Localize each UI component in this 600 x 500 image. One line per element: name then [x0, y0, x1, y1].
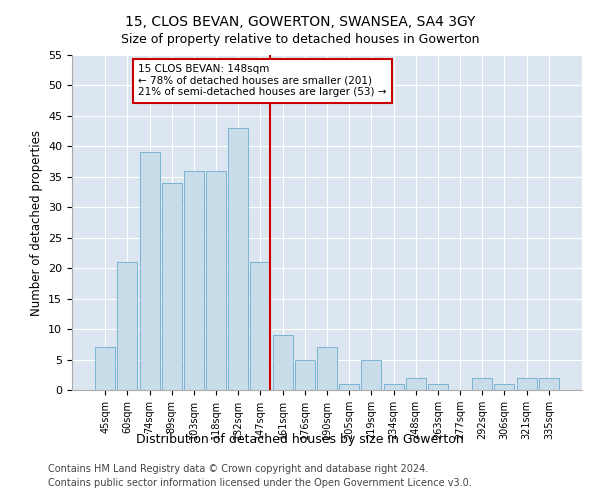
- Text: Contains HM Land Registry data © Crown copyright and database right 2024.: Contains HM Land Registry data © Crown c…: [48, 464, 428, 474]
- Bar: [295, 360, 315, 390]
- Text: Distribution of detached houses by size in Gowerton: Distribution of detached houses by size …: [136, 432, 464, 446]
- Bar: [272, 335, 293, 390]
- Bar: [140, 152, 160, 390]
- Bar: [184, 170, 204, 390]
- Bar: [472, 378, 492, 390]
- Bar: [162, 183, 182, 390]
- Bar: [494, 384, 514, 390]
- Bar: [361, 360, 382, 390]
- Bar: [206, 170, 226, 390]
- Text: Size of property relative to detached houses in Gowerton: Size of property relative to detached ho…: [121, 32, 479, 46]
- Bar: [428, 384, 448, 390]
- Bar: [339, 384, 359, 390]
- Text: 15 CLOS BEVAN: 148sqm
← 78% of detached houses are smaller (201)
21% of semi-det: 15 CLOS BEVAN: 148sqm ← 78% of detached …: [139, 64, 387, 98]
- Bar: [95, 348, 115, 390]
- Bar: [383, 384, 404, 390]
- Bar: [317, 348, 337, 390]
- Text: 15, CLOS BEVAN, GOWERTON, SWANSEA, SA4 3GY: 15, CLOS BEVAN, GOWERTON, SWANSEA, SA4 3…: [125, 15, 475, 29]
- Bar: [517, 378, 536, 390]
- Bar: [118, 262, 137, 390]
- Bar: [406, 378, 426, 390]
- Bar: [539, 378, 559, 390]
- Text: Contains public sector information licensed under the Open Government Licence v3: Contains public sector information licen…: [48, 478, 472, 488]
- Y-axis label: Number of detached properties: Number of detached properties: [29, 130, 43, 316]
- Bar: [228, 128, 248, 390]
- Bar: [250, 262, 271, 390]
